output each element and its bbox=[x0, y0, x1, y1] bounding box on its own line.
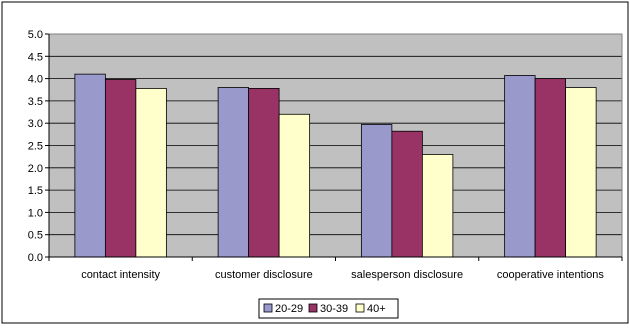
bar-30-39-customer-disclosure bbox=[248, 88, 280, 258]
x-tick-labels: contact intensity customer disclosure sale… bbox=[81, 269, 604, 281]
y-tick-label: 1.5 bbox=[28, 185, 43, 197]
bar-40+-contact-intensity bbox=[135, 88, 167, 258]
y-tick-label: 0.5 bbox=[28, 230, 43, 242]
y-tick-label: 5.0 bbox=[28, 29, 43, 41]
x-tick-label: cooperative intentions bbox=[497, 269, 605, 281]
y-tick-label: 4.5 bbox=[28, 51, 43, 63]
bar-40+-customer-disclosure bbox=[278, 113, 311, 258]
x-tick-label: customer disclosure bbox=[215, 269, 313, 281]
legend-swatch-40+ bbox=[355, 303, 365, 313]
y-tick-label: 0.0 bbox=[28, 252, 43, 264]
y-tick-labels: 0.0 0.5 1.0 1.5 2.0 2.5 3.0 3.5 4.0 4.5 5.0 bbox=[28, 29, 43, 264]
y-tick-label: 1.0 bbox=[28, 207, 43, 219]
bar-40+-cooperative-intentions bbox=[565, 87, 597, 258]
y-tick-label: 2.0 bbox=[28, 163, 43, 175]
bar-30-39-contact-intensity bbox=[104, 79, 137, 258]
bars bbox=[74, 73, 597, 258]
bar-20-29-customer-disclosure bbox=[217, 87, 250, 258]
y-tick-label: 2.5 bbox=[28, 141, 43, 153]
y-tick-label: 3.5 bbox=[28, 96, 43, 108]
bar-30-39-cooperative-intentions bbox=[534, 78, 567, 258]
legend: 20-29 30-39 40+ bbox=[258, 298, 399, 319]
x-tick-label: contact intensity bbox=[81, 269, 160, 281]
y-tick-label: 3.0 bbox=[28, 118, 43, 130]
legend-label-30-39: 30-39 bbox=[320, 303, 348, 315]
legend-swatch-30-39 bbox=[308, 303, 318, 313]
legend-label-40+: 40+ bbox=[367, 303, 386, 315]
legend-swatch-20-29 bbox=[263, 303, 273, 313]
bar-20-29-contact-intensity bbox=[74, 73, 106, 258]
x-tick-label: salesperson disclosure bbox=[351, 269, 463, 281]
legend-label-20-29: 20-29 bbox=[275, 303, 303, 315]
bar-40+-salesperson-disclosure bbox=[421, 154, 454, 258]
bar-20-29-salesperson-disclosure bbox=[360, 124, 393, 258]
y-tick-label: 4.0 bbox=[28, 74, 43, 86]
axes bbox=[45, 33, 623, 261]
bar-20-29-cooperative-intentions bbox=[504, 75, 536, 258]
bar-30-39-salesperson-disclosure bbox=[391, 130, 423, 258]
